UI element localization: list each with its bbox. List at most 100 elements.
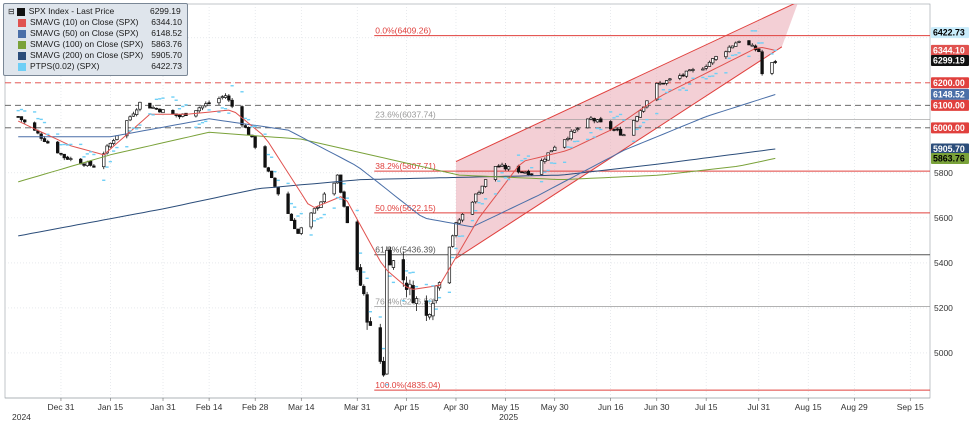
ptps-dot-104 xyxy=(497,180,501,182)
candle-23 xyxy=(125,120,129,139)
candle-41 xyxy=(204,101,208,108)
ptps-dot-134 xyxy=(635,128,639,131)
ptps-dot-123 xyxy=(586,138,590,141)
ptps-dot-96 xyxy=(457,235,461,238)
ptps-dot-158 xyxy=(747,55,751,58)
x-tick-2025-07-15: Jul 15 xyxy=(695,402,718,412)
ptps-dot-143 xyxy=(678,89,682,91)
ptps-dot-67 xyxy=(322,213,326,216)
ptps-dot-56 xyxy=(273,170,277,173)
candle-98 xyxy=(470,201,475,215)
ptps-dot-28 xyxy=(148,113,152,115)
x-tick-2025-09-15: Sep 15 xyxy=(897,402,924,412)
ptps-dot-3 xyxy=(33,111,37,113)
ptps-dot-163 xyxy=(770,53,774,55)
legend-item-2: SMAVG (50) on Close (SPX) 6148.52 xyxy=(8,28,182,39)
ptps-dot-61 xyxy=(296,215,300,217)
candle-89 xyxy=(427,313,432,320)
candle-127 xyxy=(599,116,603,123)
y-axis: 5000 5200 5400 5600 5800 xyxy=(934,168,953,358)
y-tick-5600: 5600 xyxy=(934,213,953,223)
ptps-dot-92 xyxy=(437,296,442,299)
candle-50 xyxy=(246,126,251,136)
ptps-dot-145 xyxy=(684,89,689,92)
ptps-dot-155 xyxy=(730,54,735,57)
ptps-dot-10 xyxy=(62,143,66,146)
candle-28 xyxy=(148,102,152,109)
ptps-dot-64 xyxy=(312,220,317,222)
ptps-dot-31 xyxy=(158,98,162,100)
candle-101 xyxy=(480,185,484,195)
ptps-dot-45 xyxy=(223,107,228,110)
candle-73 xyxy=(355,220,359,273)
year-label-2025: 2025 xyxy=(499,412,518,422)
ptps-dot-60 xyxy=(293,206,297,208)
ptps-dot-144 xyxy=(681,87,685,89)
candle-154 xyxy=(727,45,731,53)
ptps-dot-138 xyxy=(655,112,659,115)
candle-109 xyxy=(520,171,524,174)
candle-88 xyxy=(424,295,429,322)
candle-26 xyxy=(135,108,139,117)
ptps-dot-85 xyxy=(408,272,412,274)
candle-12 xyxy=(69,156,73,162)
year-label-2024: 2024 xyxy=(12,412,31,422)
candle-14 xyxy=(82,162,86,167)
ptps-dot-93 xyxy=(447,291,451,294)
ptps-dot-21 xyxy=(112,150,116,152)
ptps-dot-39 xyxy=(197,123,201,125)
x-tick-2025-02-28: Feb 28 xyxy=(242,402,269,412)
candle-55 xyxy=(269,170,274,179)
candle-43 xyxy=(217,96,221,106)
ptps-dot-122 xyxy=(576,140,580,142)
ptps-dot-116 xyxy=(549,162,554,164)
x-tick-2025-06-16: Jun 16 xyxy=(598,402,624,412)
legend-value: 5905.70 xyxy=(151,50,182,60)
ptps-dot-66 xyxy=(319,217,323,219)
candle-49 xyxy=(243,123,247,128)
candle-157 xyxy=(737,40,741,44)
ptps-dot-51 xyxy=(250,126,254,128)
legend-label: PTPS(0.02) (SPX) xyxy=(30,61,100,71)
candle-61 xyxy=(296,228,300,235)
ptps-dot-149 xyxy=(704,78,708,80)
candle-161 xyxy=(757,48,761,53)
ptps-dot-86 xyxy=(411,271,415,274)
collapse-icon[interactable]: ⊟ xyxy=(8,7,15,16)
legend-value: 6299.19 xyxy=(149,6,181,16)
ptps-dot-32 xyxy=(161,97,165,99)
candle-134 xyxy=(635,115,639,123)
candle-123 xyxy=(586,118,590,129)
fib-label-1: 23.6%(6037.74) xyxy=(375,109,436,119)
candle-27 xyxy=(138,101,142,112)
ptps-dot-63 xyxy=(309,234,313,236)
ptps-dot-58 xyxy=(286,182,290,185)
ptps-dot-139 xyxy=(658,98,662,100)
ptps-dot-142 xyxy=(668,89,672,91)
ptps-dot-20 xyxy=(108,160,112,163)
ptps-dot-127 xyxy=(599,128,603,131)
ptps-dot-106 xyxy=(503,177,507,179)
candle-111 xyxy=(526,169,531,176)
candle-93 xyxy=(447,246,452,284)
x-axis: Dec 31 Jan 15 Jan 31 Feb 14 Feb 28 Mar 14 Mar … xyxy=(5,397,930,422)
candle-32 xyxy=(161,109,165,114)
ptps-dot-91 xyxy=(434,308,438,310)
candle-69 xyxy=(335,174,340,184)
candle-132 xyxy=(622,133,626,137)
ptps-dot-135 xyxy=(638,125,642,127)
ptps-dot-7 xyxy=(46,133,50,136)
candle-125 xyxy=(592,117,596,124)
ptps-dot-27 xyxy=(138,124,142,126)
ptps-dot-5 xyxy=(39,118,43,121)
x-tick-2025-03-14: Mar 14 xyxy=(288,402,315,412)
ptps-dot-100 xyxy=(477,201,481,204)
candle-83 xyxy=(401,252,405,287)
ptps-dot-94 xyxy=(451,256,455,259)
ptps-dot-78 xyxy=(378,316,382,318)
ptps-dot-120 xyxy=(569,146,573,149)
ptps-dot-153 xyxy=(724,72,728,74)
candle-153 xyxy=(724,50,728,59)
candle-60 xyxy=(293,218,297,230)
